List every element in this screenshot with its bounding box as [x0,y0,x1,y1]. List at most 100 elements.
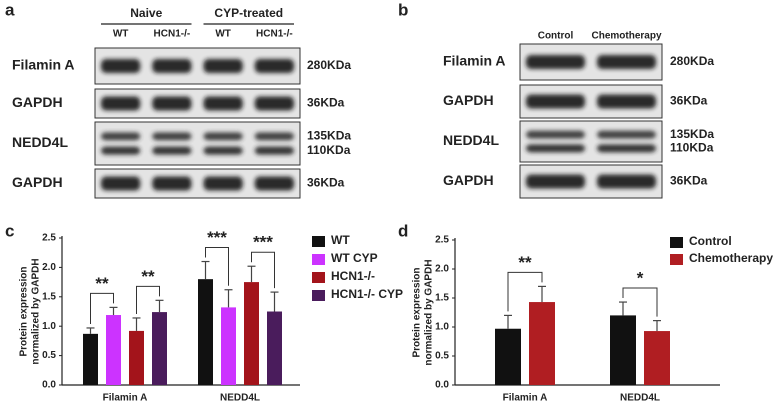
x-tick-label: NEDD4L [220,393,260,404]
band [203,96,243,111]
band [526,174,585,189]
y-tick-label: 2.0 [42,262,56,273]
significance-label: ** [141,267,155,286]
protein-label: Filamin A [443,53,506,69]
y-tick-label: 1.5 [435,293,449,304]
band [203,59,243,73]
bar [106,315,121,385]
size-label: 135KDa [307,129,351,143]
significance-label: *** [207,228,227,247]
band [597,94,656,109]
band [597,174,656,189]
band [203,146,243,155]
band [597,130,656,139]
legend-label: HCN1-/- [331,269,375,283]
band [152,146,192,155]
y-tick-label: 0.5 [42,350,56,361]
legend-swatch [670,254,683,265]
bar [644,331,670,385]
lane-label: Chemotherapy [591,31,661,42]
legend-label: Control [689,234,732,248]
protein-label: GAPDH [443,92,494,108]
band [101,96,141,111]
protein-label: GAPDH [12,94,63,110]
size-label: 36KDa [307,96,345,110]
band [203,176,243,191]
y-axis-label: Protein expression [412,267,423,357]
protein-label: Filamin A [12,57,75,73]
significance-bracket [251,251,275,289]
band [597,144,656,153]
band [254,132,294,141]
y-axis-label: normalized by GAPDH [424,259,435,365]
size-label: 36KDa [307,176,345,190]
bar [152,312,167,385]
size-label: 36KDa [670,174,708,188]
size-label: 36KDa [670,94,708,108]
band [203,132,243,141]
significance-bracket [205,247,229,286]
x-tick-label: Filamin A [103,393,148,404]
band [526,94,585,109]
protein-label: NEDD4L [12,134,68,150]
lane-label: WT [215,29,231,40]
y-tick-label: 1.0 [42,321,56,332]
y-tick-label: 0.0 [42,380,56,391]
panel-label: b [398,0,408,19]
legend-swatch [670,237,683,248]
bar [244,282,259,385]
lane-label: HCN1-/- [256,29,293,40]
band [152,59,192,73]
panel-label: a [5,0,15,19]
legend-label: WT CYP [331,251,378,265]
legend-label: Chemotherapy [689,251,773,265]
band [254,146,294,155]
protein-label: GAPDH [443,172,494,188]
size-label: 280KDa [670,54,714,68]
band [254,176,294,191]
band [101,176,141,191]
bar [129,330,144,385]
significance-label: ** [518,253,532,272]
band [597,55,656,69]
y-tick-label: 0.0 [435,380,449,391]
size-label: 110KDa [670,141,714,155]
bar [83,333,98,385]
significance-bracket [90,292,114,324]
bar [267,311,282,385]
size-label: 135KDa [670,127,714,141]
band [101,59,141,73]
lane-label: WT [113,29,129,40]
protein-label: GAPDH [12,174,63,190]
panel-label: c [5,221,14,240]
blot-box [519,120,663,163]
y-tick-label: 2.5 [435,235,449,246]
group-label: CYP-treated [214,6,283,20]
y-tick-label: 2.0 [435,264,449,275]
band [152,132,192,141]
bar [495,328,521,385]
legend-swatch [312,236,325,247]
lane-label: Control [538,31,574,42]
x-tick-label: Filamin A [503,393,548,404]
size-label: 110KDa [307,143,351,157]
legend-label: HCN1-/- CYP [331,287,403,301]
bar [610,315,636,385]
size-label: 280KDa [307,58,351,72]
bar [221,307,236,385]
band [526,55,585,69]
significance-label: *** [253,233,273,252]
x-tick-label: NEDD4L [620,393,660,404]
lane-label: HCN1-/- [154,29,191,40]
legend-swatch [312,254,325,265]
band [526,144,585,153]
band [101,132,141,141]
significance-label: * [637,269,644,288]
legend-swatch [312,272,325,283]
significance-bracket [507,271,543,312]
significance-label: ** [95,274,109,293]
legend-swatch [312,290,325,301]
band [152,96,192,111]
group-label: Naive [130,6,162,20]
